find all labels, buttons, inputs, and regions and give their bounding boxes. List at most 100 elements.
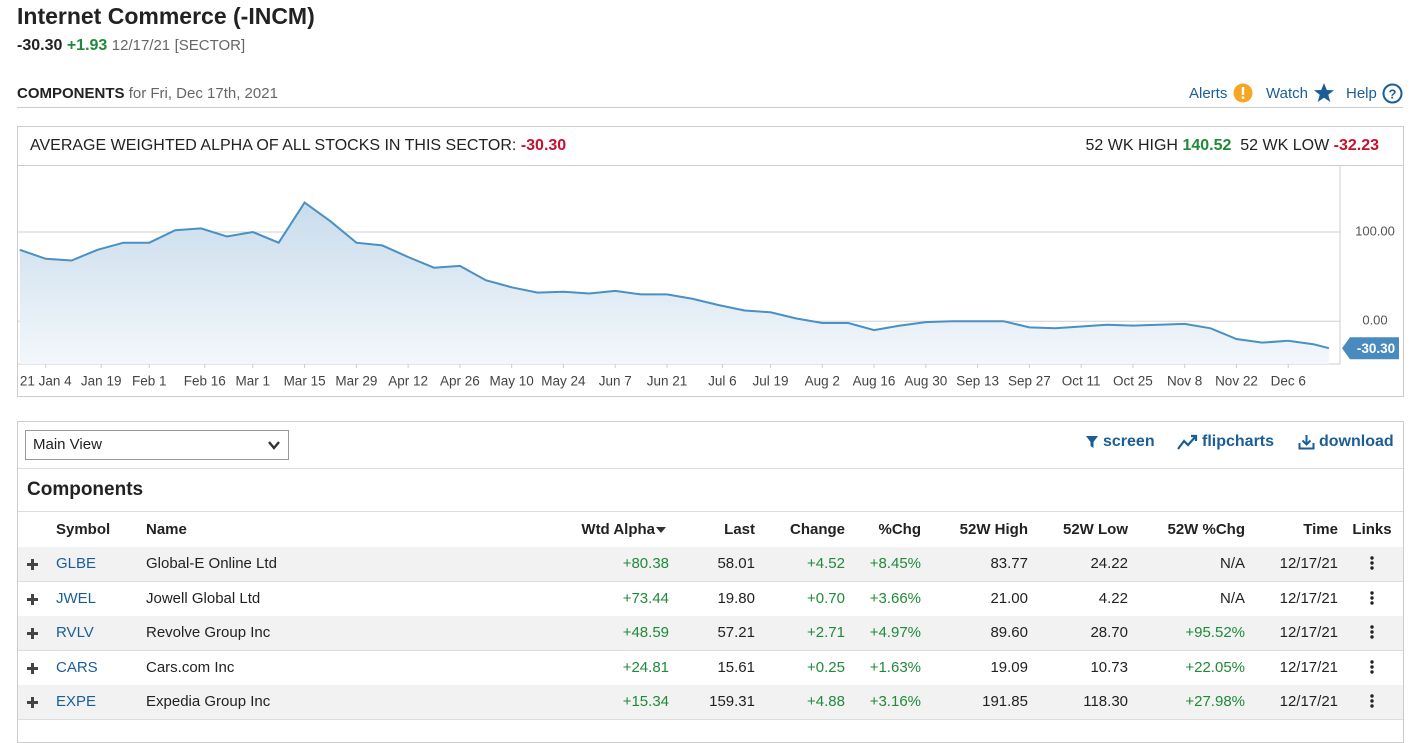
cell-text: Expedia Group Inc <box>146 693 271 710</box>
download-icon[interactable] <box>1298 434 1315 450</box>
watch-icon[interactable] <box>1313 82 1335 104</box>
expand-button[interactable] <box>27 651 38 685</box>
column-header[interactable]: Last <box>724 521 755 538</box>
cell-text: 24.22 <box>1090 555 1128 572</box>
value-tag <box>1342 337 1399 360</box>
svg-text:?: ? <box>1389 87 1397 102</box>
high-label: 52 WK HIGH <box>1085 137 1178 154</box>
x-tick-label: Oct 11 <box>1062 374 1101 389</box>
x-tick-label: Aug 2 <box>805 374 840 389</box>
x-tick-label: Mar 15 <box>284 374 326 389</box>
download-link[interactable]: download <box>1319 433 1394 450</box>
cell-text: +3.66% <box>869 589 921 607</box>
table-title: Components <box>27 479 144 500</box>
help-icon[interactable]: ? <box>1382 83 1403 104</box>
flipcharts-icon[interactable] <box>1177 434 1198 450</box>
table-row: RVLV Revolve Group Inc +48.59 57.21 +2.71 +4.… <box>18 616 1403 651</box>
price: -30.30 <box>17 37 63 54</box>
cell-text: 12/17/21 <box>1279 693 1338 710</box>
symbol-link[interactable]: JWEL <box>56 589 97 607</box>
expand-button[interactable] <box>27 582 38 616</box>
line-chart: 0.00 100.00 21 Jan 4 Jan 19 Feb 1 Feb 16 Mar 1… <box>18 166 1399 389</box>
x-tick-label: Feb 1 <box>132 374 167 389</box>
cell-text: +27.98% <box>1185 693 1245 710</box>
section-heading: COMPONENTS for Fri, Dec 17th, 2021 <box>17 85 278 102</box>
cell-text: +95.52% <box>1185 624 1245 641</box>
row-menu[interactable] <box>1347 651 1397 687</box>
section-title: COMPONENTS <box>17 85 125 102</box>
column-header[interactable]: Time <box>1303 521 1338 538</box>
divider <box>18 165 1403 166</box>
x-tick-label: Nov 8 <box>1167 374 1202 389</box>
column-header: Links <box>1352 521 1392 538</box>
watch-link[interactable]: Watch <box>1266 85 1308 102</box>
column-header[interactable]: %Chg <box>878 521 922 538</box>
cell-text: 159.31 <box>709 693 755 710</box>
cell-text: +48.59 <box>622 624 669 641</box>
symbol-link[interactable]: CARS <box>56 658 98 676</box>
symbol-link[interactable]: RVLV <box>56 624 94 641</box>
change: +1.93 <box>66 37 108 54</box>
chart-box <box>17 126 1404 397</box>
cell-text: +0.25 <box>807 658 845 676</box>
row-menu[interactable] <box>1347 582 1397 618</box>
x-tick-label: Aug 30 <box>904 374 947 389</box>
help-link[interactable]: Help <box>1346 85 1377 102</box>
cell-text: N/A <box>1219 589 1245 607</box>
table-row: EXPE Expedia Group Inc +15.34 159.31 +4.88 +3… <box>18 685 1403 720</box>
symbol-link[interactable]: GLBE <box>56 555 97 572</box>
screen-link[interactable]: screen <box>1103 433 1155 450</box>
row-menu[interactable] <box>1347 547 1397 583</box>
table-header: Symbol Name Wtd Alpha Last Change %Chg 52W Hig… <box>18 511 1403 548</box>
high-value: 140.52 <box>1182 137 1232 154</box>
cell-text: Cars.com Inc <box>146 658 235 676</box>
cell-text: +73.44 <box>622 589 669 607</box>
x-tick-label: Mar 29 <box>335 374 377 389</box>
x-tick-label: Sep 27 <box>1008 374 1051 389</box>
expand-button[interactable] <box>27 685 38 719</box>
cell-text: +3.16% <box>869 693 921 710</box>
x-tick-label: Apr 26 <box>440 374 480 389</box>
value-tag-label: -30.30 <box>1357 341 1395 356</box>
x-tick-label: Jun 7 <box>599 374 632 389</box>
symbol-link[interactable]: EXPE <box>56 693 97 710</box>
low-value: -32.23 <box>1333 137 1379 154</box>
cell-text: +0.70 <box>807 589 845 607</box>
x-tick-label: Sep 13 <box>956 374 999 389</box>
cell-text: +80.38 <box>622 555 669 572</box>
cell-text: 15.61 <box>717 658 755 676</box>
x-tick-label: Dec 6 <box>1271 374 1306 389</box>
page-title: Internet Commerce (-INCM) <box>17 3 315 29</box>
screen-icon[interactable] <box>1086 435 1098 449</box>
cell-text: 118.30 <box>1083 693 1128 710</box>
view-select[interactable]: Main View <box>25 430 289 460</box>
cell-text: 21.00 <box>990 589 1028 607</box>
x-tick-label: Feb 16 <box>184 374 226 389</box>
column-header[interactable]: 52W Low <box>1062 521 1128 538</box>
expand-button[interactable] <box>27 616 38 650</box>
cell-text: +1.63% <box>869 658 921 676</box>
x-tick-label: Jul 6 <box>708 374 737 389</box>
divider <box>18 468 1403 469</box>
column-header[interactable]: 52W %Chg <box>1167 521 1245 538</box>
flipcharts-link[interactable]: flipcharts <box>1202 433 1275 450</box>
alerts-icon[interactable] <box>1233 83 1253 103</box>
cell-text: Global-E Online Ltd <box>146 555 277 572</box>
row-menu[interactable] <box>1347 685 1397 721</box>
row-menu[interactable] <box>1347 616 1397 652</box>
x-tick-label: Mar 1 <box>236 374 271 389</box>
expand-button[interactable] <box>27 547 38 581</box>
column-header[interactable]: Symbol <box>56 521 111 538</box>
column-header[interactable]: Change <box>789 521 845 538</box>
cell-text: 58.01 <box>717 555 755 572</box>
column-header[interactable]: Wtd Alpha <box>581 521 655 538</box>
table-row: CARS Cars.com Inc +24.81 15.61 +0.25 +1.63% 19… <box>18 650 1403 687</box>
x-tick-label: Nov 22 <box>1215 374 1258 389</box>
view-name: Main View <box>33 436 102 453</box>
column-header[interactable]: Name <box>146 521 187 538</box>
alerts-link[interactable]: Alerts <box>1189 85 1228 102</box>
column-header[interactable]: 52W High <box>959 521 1028 538</box>
cell-text: 12/17/21 <box>1279 555 1338 572</box>
x-tick-label: Jun 21 <box>647 374 688 389</box>
